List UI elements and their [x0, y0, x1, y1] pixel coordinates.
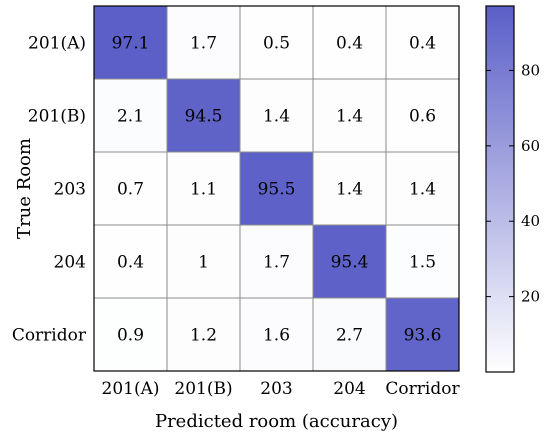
x-tick-label: 204	[333, 379, 365, 399]
y-tick-labels: 201(A) 201(B) 203 204 Corridor	[12, 34, 87, 346]
x-tick-label: Corridor	[385, 379, 460, 399]
heatmap-cell	[93, 297, 168, 372]
y-tick-label: 203	[54, 180, 86, 200]
cell-value-label: 97.1	[112, 34, 150, 54]
cell-value-label: 0.6	[409, 107, 436, 127]
colorbar-tick-label: 20	[521, 288, 540, 306]
colorbar-tick-label: 60	[521, 137, 540, 155]
cell-value-label: 94.5	[185, 107, 223, 127]
cell-value-label: 1.2	[190, 326, 217, 346]
heatmap-cell	[385, 297, 460, 372]
cell-value-label: 1.4	[336, 107, 363, 127]
cell-value-label: 1.5	[409, 253, 436, 273]
y-tick-label: 201(B)	[28, 107, 86, 127]
x-tick-label: 201(B)	[174, 379, 232, 399]
heatmap-cell	[239, 297, 314, 372]
y-tick-label: 204	[54, 253, 86, 273]
heatmap-cell	[166, 297, 241, 372]
cell-value-label: 95.5	[258, 180, 296, 200]
heatmap-cell	[312, 151, 387, 226]
cell-value-label: 95.4	[331, 253, 369, 273]
y-tick-label: 201(A)	[28, 34, 86, 54]
cell-value-label: 2.1	[117, 107, 144, 127]
plot-frame	[93, 5, 460, 372]
heatmap-cell	[385, 224, 460, 299]
heatmap-cell	[166, 5, 241, 80]
heatmap-cell	[93, 78, 168, 153]
cell-value-label: 0.7	[117, 180, 144, 200]
heatmap-cell	[239, 78, 314, 153]
cell-value-label: 93.6	[404, 326, 442, 346]
heatmap-cell	[385, 78, 460, 153]
cell-value-label: 0.4	[409, 34, 436, 54]
cell-value-label: 1.4	[409, 180, 436, 200]
y-axis-label: True Room	[14, 138, 35, 239]
colorbar-tick-label: 40	[521, 212, 540, 230]
cell-value-label: 1.7	[190, 34, 217, 54]
x-tick-label: 201(A)	[102, 379, 160, 399]
cell-value-label: 1.4	[336, 180, 363, 200]
heatmap-cell	[166, 151, 241, 226]
x-tick-label: 203	[260, 379, 292, 399]
x-axis-label: Predicted room (accuracy)	[155, 411, 398, 432]
heatmap-cell	[385, 5, 460, 80]
cell-value-label: 1	[198, 253, 209, 273]
cell-value-label: 1.7	[263, 253, 290, 273]
cell-value-label: 0.4	[117, 253, 144, 273]
heatmap-cell	[239, 224, 314, 299]
cell-value-label: 0.4	[336, 34, 363, 54]
heatmap-cell	[239, 151, 314, 226]
cell-value-label: 1.6	[263, 326, 290, 346]
cell-value-label: 0.5	[263, 34, 290, 54]
heatmap-cells	[93, 5, 460, 372]
heatmap-cell	[166, 224, 241, 299]
cell-value-label: 1.1	[190, 180, 217, 200]
y-tick-label: Corridor	[12, 326, 87, 346]
cell-value-label: 1.4	[263, 107, 290, 127]
heatmap-cell	[312, 224, 387, 299]
cell-value-labels: 97.1 1.7 0.5 0.4 0.4 2.1 94.5 1.4 1.4 0.6 0.7 1.1 95…	[112, 34, 442, 346]
x-tick-labels: 201(A) 201(B) 203 204 Corridor	[102, 379, 461, 399]
heatmap-cell	[312, 5, 387, 80]
cell-value-label: 2.7	[336, 326, 363, 346]
colorbar	[485, 5, 515, 373]
cell-value-label: 0.9	[117, 326, 144, 346]
heatmap-cell	[93, 5, 168, 80]
colorbar-ticks: 20 40 60 80	[486, 61, 540, 306]
colorbar-tick-label: 80	[521, 61, 540, 79]
